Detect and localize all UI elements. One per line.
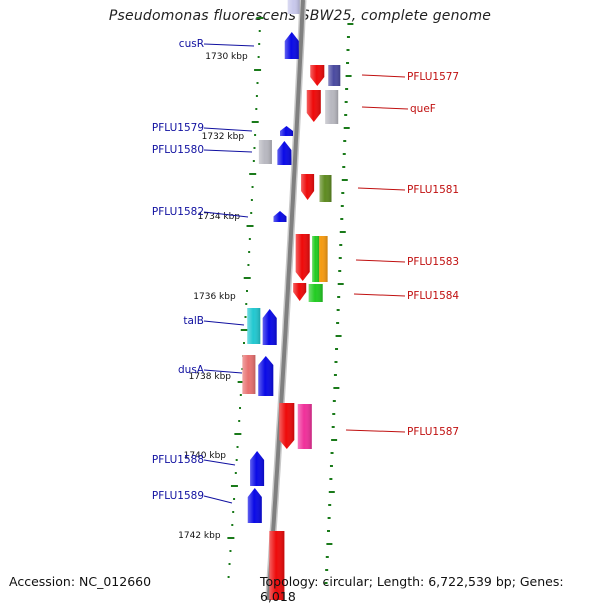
- gene-label-left: PFLU1589: [152, 490, 204, 502]
- kbp-label: 1730 kbp: [205, 52, 248, 62]
- label-leader: [203, 127, 253, 132]
- accession-text: Accession: NC_012660: [9, 574, 152, 589]
- gene-label-left: cusR: [179, 38, 204, 50]
- right-ruler: [324, 23, 354, 584]
- kbp-label: 1734 kbp: [198, 212, 241, 222]
- label-leader: [203, 43, 255, 47]
- gene-feature-shade: [312, 236, 320, 282]
- label-leader: [357, 187, 406, 191]
- gene-label-right: PFLU1584: [407, 290, 459, 302]
- label-leader: [361, 106, 409, 110]
- gene-feature-shade: [328, 65, 341, 86]
- features: [242, 0, 341, 600]
- gene-label-left: PFLU1588: [152, 454, 204, 466]
- label-leader: [203, 459, 236, 466]
- gene-feature-shade: [301, 174, 315, 200]
- kbp-label: 1742 kbp: [178, 531, 221, 541]
- label-leader: [203, 369, 243, 374]
- gene-feature-shade: [273, 211, 287, 222]
- gene-label-right: PFLU1587: [407, 426, 459, 438]
- gene-feature-shade: [280, 126, 293, 136]
- gene-feature-shade: [250, 451, 265, 486]
- gene-feature-shade: [262, 309, 277, 345]
- label-leader: [203, 320, 245, 326]
- gene-feature-shade: [297, 404, 312, 449]
- gene-label-right: PFLU1583: [407, 256, 459, 268]
- gene-feature-shade: [287, 0, 300, 14]
- gene-feature-shade: [269, 531, 285, 600]
- gene-feature-shade: [325, 90, 339, 124]
- gene-feature-shade: [277, 141, 292, 165]
- gene-label-left: PFLU1582: [152, 206, 204, 218]
- kbp-label: 1740 kbp: [184, 451, 227, 461]
- gene-label-right: PFLU1577: [407, 71, 459, 83]
- gene-feature-shade: [247, 308, 261, 344]
- label-leader: [203, 495, 233, 504]
- label-leader: [203, 149, 253, 153]
- label-leader: [203, 211, 249, 218]
- gene-feature-shade: [308, 284, 323, 302]
- label-leader: [355, 259, 406, 263]
- gene-feature-shade: [295, 234, 310, 281]
- gene-feature-shade: [258, 140, 272, 164]
- gene-feature-shade: [258, 356, 274, 396]
- gene-feature-shade: [306, 90, 321, 122]
- gene-feature-shade: [319, 175, 332, 202]
- backbone-line: [266, 0, 305, 600]
- gene-label-left: dusA: [178, 364, 205, 376]
- gene-feature-shade: [242, 355, 256, 394]
- gene-feature-shade: [293, 283, 307, 301]
- gene-feature-shade: [310, 65, 325, 86]
- gene-label-right: queF: [410, 103, 436, 115]
- gene-feature-shade: [279, 403, 295, 449]
- gene-label-left: PFLU1579: [152, 122, 204, 134]
- kbp-label: 1732 kbp: [202, 132, 245, 142]
- kbp-label: 1736 kbp: [193, 292, 236, 302]
- gene-label-left: talB: [183, 315, 204, 327]
- label-leader: [353, 293, 406, 297]
- label-leader: [345, 429, 406, 433]
- gene-label-left: PFLU1580: [152, 144, 204, 156]
- left-ruler: 1730 kbp 1732 kbp 1734 kbp 1736 kbp 1738 kbp…: [178, 17, 264, 578]
- label-leader: [361, 74, 406, 78]
- gene-labels: cusR PFLU1579 PFLU1580 PFLU1582 talB dusA PFLU…: [152, 38, 460, 502]
- kbp-label: 1738 kbp: [189, 372, 232, 382]
- label-leaders: [203, 43, 409, 504]
- backbone: [265, 0, 307, 600]
- gene-label-right: PFLU1581: [407, 184, 459, 196]
- gene-feature-shade: [247, 488, 262, 523]
- gene-feature-shade: [284, 32, 299, 59]
